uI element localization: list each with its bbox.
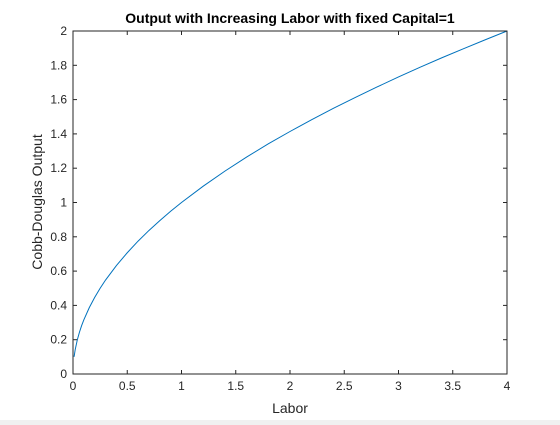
y-tick-label: 1 (60, 196, 67, 210)
plot-area-background (73, 31, 507, 374)
y-tick-label: 1.8 (50, 58, 67, 72)
y-tick-label: 0.8 (50, 230, 67, 244)
x-tick-label: 1.5 (227, 379, 244, 393)
y-tick-label: 1.2 (50, 161, 67, 175)
y-tick-label: 0.2 (50, 333, 67, 347)
y-tick-label: 0.4 (50, 298, 67, 312)
x-tick-label: 0.5 (119, 379, 136, 393)
x-tick-label: 1 (178, 379, 185, 393)
y-tick-label: 2 (60, 24, 67, 38)
x-tick-label: 3 (395, 379, 402, 393)
x-tick-label: 2 (287, 379, 294, 393)
plot-box (72, 30, 508, 375)
x-tick-label: 4 (504, 379, 511, 393)
y-tick-label: 0 (60, 367, 67, 381)
y-tick-label: 0.6 (50, 264, 67, 278)
series-line-output (73, 30, 508, 357)
chart-title: Output with Increasing Labor with fixed … (125, 10, 455, 26)
x-tick-label: 2.5 (336, 379, 353, 393)
x-tick-label: 3.5 (444, 379, 461, 393)
y-tick-label: 1.6 (50, 93, 67, 107)
x-tick-label: 0 (70, 379, 77, 393)
y-tick-label: 1.4 (50, 127, 67, 141)
y-axis-label: Cobb-Douglas Output (29, 134, 45, 270)
x-axis-label: Labor (272, 400, 308, 416)
